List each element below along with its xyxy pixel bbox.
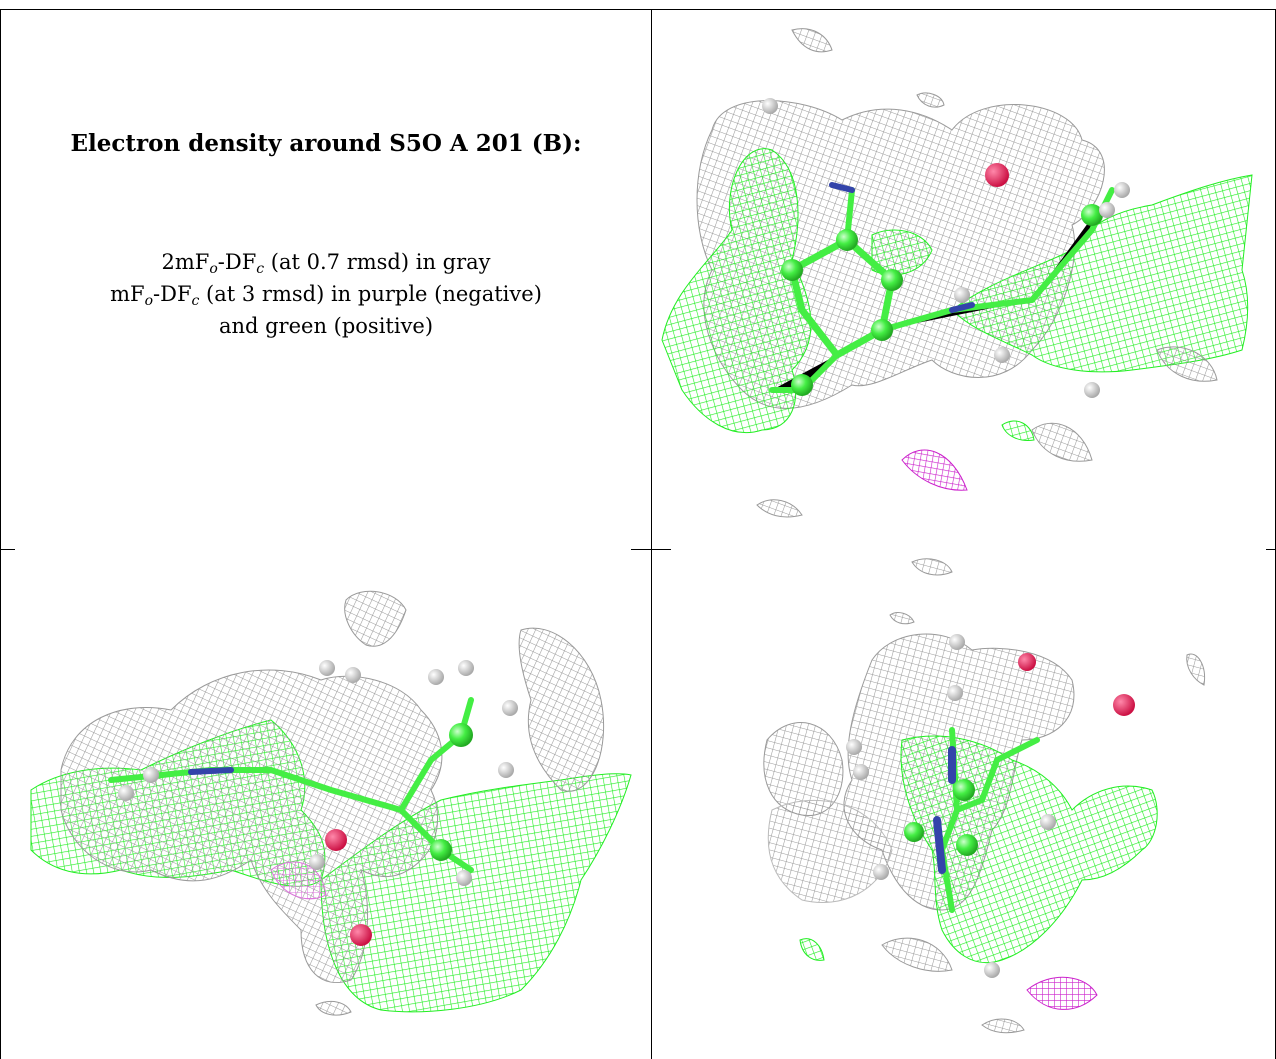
ligand-model	[846, 634, 1135, 978]
caption-cell: Electron density around S5O A 201 (B): 2…	[1, 10, 651, 548]
density-heading: Electron density around S5O A 201 (B):	[70, 130, 582, 157]
gray-density-blob	[763, 722, 844, 816]
purple-density-blob	[1026, 976, 1098, 1010]
ligand-model	[762, 98, 1130, 398]
table-top-border	[0, 9, 1276, 10]
table-row-divider-left	[0, 549, 15, 550]
gray-density-blob	[889, 612, 915, 625]
ligand-model	[108, 660, 518, 946]
gray-density-blob	[916, 92, 945, 108]
density-view-top-right	[661, 28, 1253, 518]
green-density-blob	[799, 938, 825, 961]
gray-density-blob	[344, 590, 407, 647]
gray-density-blob	[756, 499, 803, 518]
gray-density-mesh	[60, 669, 443, 983]
purple-density-blob	[270, 861, 327, 900]
density-view-bottom-left	[30, 590, 632, 1016]
table-row-divider-right	[1266, 549, 1276, 550]
purple-density-blob	[901, 449, 968, 491]
gray-density-blob	[981, 1018, 1025, 1034]
gray-density-blob	[1156, 346, 1218, 382]
table-left-border	[0, 9, 1, 1059]
gray-density-blob	[791, 28, 833, 53]
gray-density-blob	[881, 937, 953, 972]
gray-density-blob	[767, 799, 893, 904]
legend-line-2fo-fc: 2mFo-DFc (at 0.7 rmsd) in gray	[161, 250, 491, 277]
gray-density-blob	[1186, 653, 1206, 686]
legend-line-positive: and green (positive)	[218, 314, 434, 338]
gray-density-blob	[518, 627, 605, 792]
green-density-blob	[1001, 420, 1035, 441]
gray-density-blob	[911, 558, 953, 576]
map-legend: 2mFo-DFc (at 0.7 rmsd) in gray mFo-DFc (…	[1, 246, 651, 342]
gray-density-blob	[315, 1001, 352, 1016]
table-row-divider-mid	[631, 549, 671, 550]
gray-density-blob	[1031, 422, 1093, 462]
density-view-bottom-right	[763, 558, 1206, 1034]
legend-line-fo-fc: mFo-DFc (at 3 rmsd) in purple (negative)	[110, 282, 542, 309]
table-middle-divider	[651, 9, 652, 1059]
